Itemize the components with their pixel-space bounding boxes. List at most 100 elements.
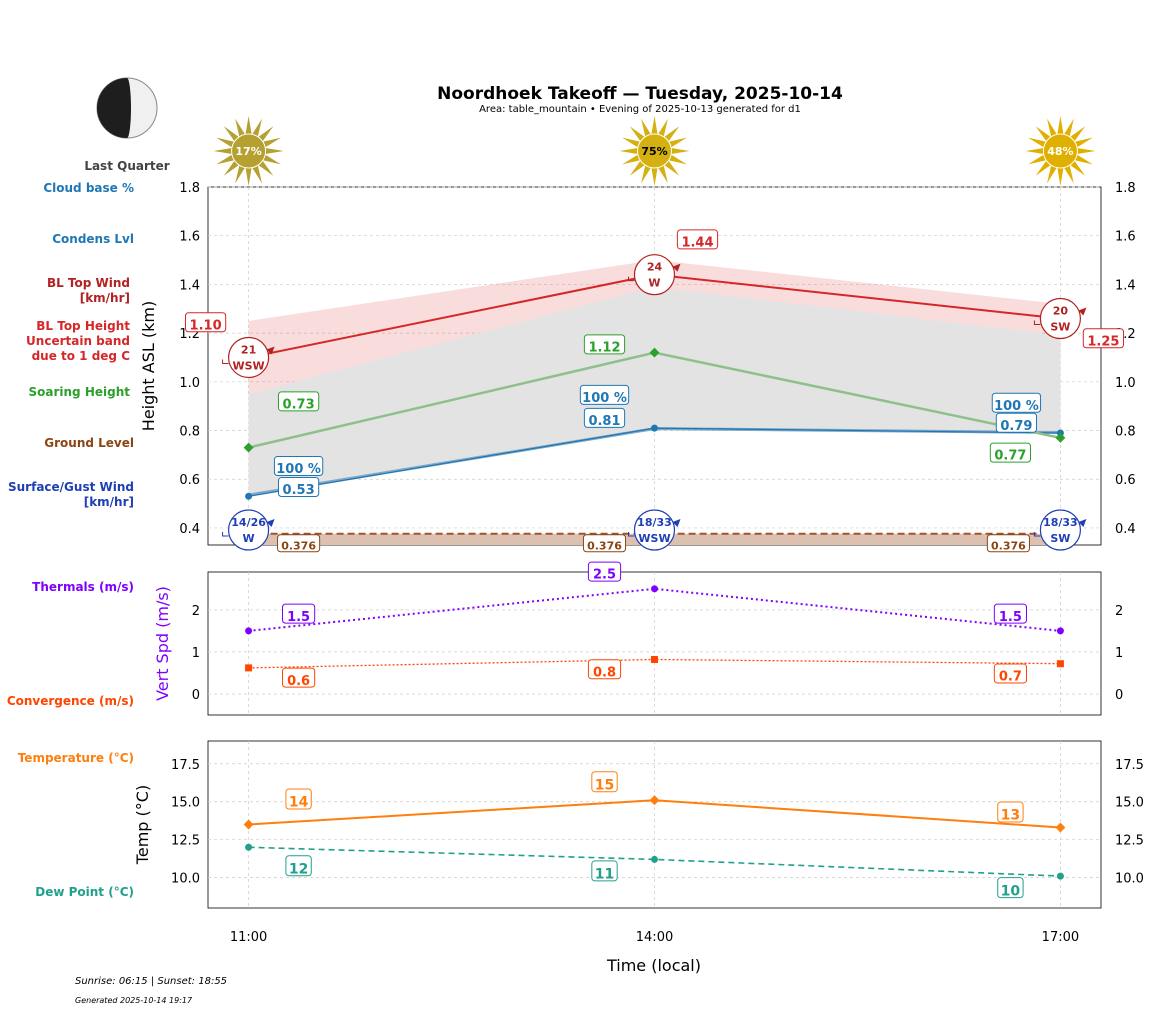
soaring-label: 0.73 — [283, 397, 315, 412]
dew-point-label: 10 — [1001, 883, 1021, 899]
dew-point-point — [1056, 872, 1064, 880]
dew-point-label: 11 — [595, 867, 614, 883]
sun-ray — [1035, 126, 1051, 142]
dew-point-label-box — [285, 855, 312, 877]
y-tick-label: 15.0 — [171, 796, 200, 811]
sun-ray — [651, 167, 658, 186]
soaring-label-box — [989, 442, 1032, 463]
bl-wind-circle — [633, 254, 676, 296]
sun-ray — [629, 160, 645, 176]
bl-wind-speed: 20 — [1053, 305, 1069, 318]
sun-ray — [664, 160, 680, 176]
sun-ray — [245, 116, 252, 135]
surface-wind-arrow-icon — [672, 519, 681, 527]
y-tick-label: 1.4 — [179, 278, 200, 293]
sun-ray — [641, 165, 651, 184]
row-label: Condens Lvl — [52, 232, 134, 246]
cloud-pct-label: 100 % — [582, 391, 627, 406]
bl-wind-direction: WSW — [232, 359, 264, 372]
sun-percent: 17% — [235, 145, 261, 158]
surface-wind-arrow-icon — [266, 519, 275, 527]
sun-ray — [252, 165, 262, 184]
row-label: Temperature (°C) — [18, 751, 134, 765]
x-axis-label: Time (local) — [606, 956, 701, 975]
y-tick-label: 1.0 — [179, 376, 200, 391]
cloud-base-label-box — [277, 477, 320, 498]
cloud-pct-label-box — [991, 392, 1042, 413]
row-label: BL Top Wind — [47, 276, 130, 290]
thermals-line — [248, 587, 1061, 632]
bl-wind-circle — [1039, 297, 1082, 340]
surface-wind-direction: W — [243, 532, 255, 545]
row-label: Convergence (m/s) — [7, 694, 134, 708]
sun-ray — [1047, 165, 1057, 184]
y-tick-label-right: 1 — [1115, 646, 1123, 661]
moon-phase-label: Last Quarter — [84, 159, 169, 173]
y-tick-label-right: 1.4 — [1115, 278, 1136, 293]
sun-ray — [629, 126, 645, 142]
y-tick-label-right: 0 — [1115, 688, 1123, 703]
temperature-label-box — [285, 788, 312, 810]
convergence-label-box — [993, 663, 1027, 684]
bl-top-label-box — [676, 229, 719, 250]
surface-wind-barb-icon — [222, 532, 229, 537]
y-tick-label: 1.8 — [179, 181, 200, 196]
surface-wind-circle — [633, 509, 676, 551]
sun-ray — [1028, 154, 1047, 165]
ground-label-box — [582, 534, 627, 553]
convergence-label-box — [282, 667, 316, 688]
sun-ray — [235, 118, 246, 137]
sun-ray — [1057, 116, 1064, 135]
y-tick-label-right: 12.5 — [1115, 834, 1144, 849]
sun-ray — [216, 137, 235, 148]
y-tick-label: 0.6 — [179, 473, 200, 488]
y-tick-label-right: 0.4 — [1115, 522, 1136, 537]
thermal-point — [245, 627, 253, 635]
sun-ray — [252, 118, 262, 137]
cloud-base-label: 0.53 — [283, 483, 315, 498]
y-tick-label-right: 0.8 — [1115, 425, 1136, 440]
soaring-label-box — [277, 391, 320, 412]
sun-disc — [231, 133, 267, 169]
y-axis-label: Vert Spd (m/s) — [153, 586, 172, 701]
row-label: Uncertain band — [26, 334, 130, 348]
sun-ray — [1047, 118, 1057, 137]
temperature-point — [243, 819, 254, 830]
sun-ray — [651, 116, 658, 135]
y-tick-label: 0 — [192, 688, 200, 703]
y-tick-label-right: 10.0 — [1115, 872, 1144, 887]
thermal-label: 1.5 — [999, 610, 1022, 625]
temperature-label-box — [591, 771, 618, 793]
soaring-label: 1.12 — [588, 341, 620, 356]
cloud-pct-label: 100 % — [994, 399, 1039, 414]
thermal-label: 2.5 — [593, 568, 616, 583]
y-tick-label-right: 15.0 — [1115, 796, 1144, 811]
cloud-pct-label: 100 % — [276, 462, 321, 477]
convergence-label: 0.8 — [593, 665, 616, 680]
ground-label-box — [277, 534, 321, 553]
surface-wind-circle — [1039, 509, 1082, 551]
bl-wind-barb-icon — [1033, 320, 1041, 326]
row-label: [km/hr] — [80, 291, 130, 305]
cloud-to-bl-fill — [248, 286, 1061, 497]
ground-label-box — [986, 534, 1030, 553]
surface-wind-barb-icon — [1033, 532, 1041, 537]
sun-ray — [664, 126, 680, 142]
temperature-point — [649, 795, 660, 806]
sun-icon: 48% — [1025, 116, 1096, 186]
surface-wind-circle — [227, 509, 270, 551]
sun-ray — [213, 147, 232, 155]
soaring-point — [243, 442, 254, 453]
bl-wind-direction: W — [648, 277, 660, 290]
cloud-base-label-box — [995, 412, 1038, 433]
y-tick-label: 17.5 — [171, 758, 200, 773]
cloud-base-point — [245, 492, 253, 500]
sun-ray — [641, 118, 651, 137]
bl-top-label-box — [184, 312, 227, 333]
sun-ray — [258, 126, 274, 142]
surface-wind-speed: 18/33 — [1043, 516, 1078, 529]
thermal-label-box — [587, 561, 622, 582]
surface-wind-direction: SW — [1050, 532, 1070, 545]
sun-percent: 75% — [641, 145, 667, 158]
soaring-label-box — [583, 334, 626, 355]
